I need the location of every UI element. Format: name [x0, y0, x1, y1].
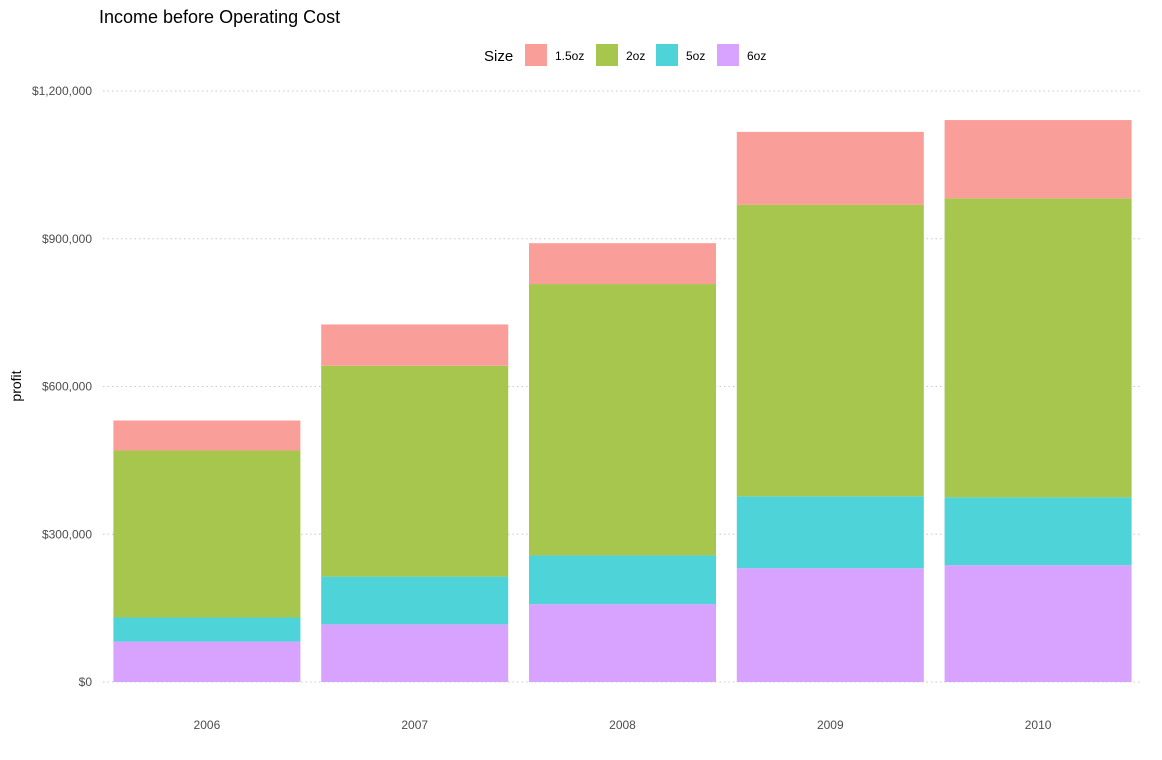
x-tick-label: 2010: [1025, 718, 1052, 732]
bar-5oz-2008: [528, 555, 717, 605]
bar-2oz-2006: [113, 450, 301, 618]
bar-6oz-2008: [528, 604, 717, 682]
bar-6oz-2010: [944, 565, 1132, 682]
legend-label-1-5oz: 1.5oz: [555, 49, 584, 63]
legend-label-5oz: 5oz: [686, 49, 705, 63]
x-tick-label: 2009: [817, 718, 844, 732]
bar-5oz-2009: [736, 496, 924, 569]
y-tick-label: $300,000: [42, 527, 92, 541]
bars: [113, 120, 1132, 682]
bar-6oz-2007: [321, 624, 509, 682]
x-tick-label: 2006: [194, 718, 221, 732]
x-tick-label: 2007: [401, 718, 428, 732]
legend-swatch-2oz: [596, 44, 618, 66]
legend-swatch-5oz: [656, 44, 678, 66]
x-tick-label: 2008: [609, 718, 636, 732]
chart-title: Income before Operating Cost: [99, 7, 340, 27]
y-tick-label: $0: [79, 675, 93, 689]
y-tick-label: $900,000: [42, 232, 92, 246]
legend: Size 1.5oz 2oz 5oz 6oz: [484, 44, 766, 66]
y-axis-title: profit: [8, 370, 24, 401]
bar-2oz-2010: [944, 198, 1132, 498]
bar-1-5oz-2010: [944, 120, 1132, 199]
bar-2oz-2007: [321, 365, 509, 577]
x-axis-ticks: 2006 2007 2008 2009 2010: [194, 718, 1052, 732]
bar-1-5oz-2008: [528, 243, 717, 285]
legend-label-6oz: 6oz: [747, 49, 766, 63]
bar-2oz-2009: [736, 204, 924, 497]
bar-5oz-2010: [944, 497, 1132, 566]
bar-5oz-2006: [113, 617, 301, 642]
bar-1-5oz-2006: [113, 420, 301, 451]
legend-title: Size: [484, 48, 513, 65]
bar-5oz-2007: [321, 576, 509, 625]
legend-swatch-6oz: [717, 44, 739, 66]
y-axis-ticks: $0 $300,000 $600,000 $900,000 $1,200,000: [32, 84, 92, 689]
bar-1-5oz-2009: [736, 131, 924, 205]
legend-swatch-1-5oz: [525, 44, 547, 66]
legend-label-2oz: 2oz: [626, 49, 645, 63]
bar-6oz-2006: [113, 641, 301, 682]
bar-2oz-2008: [528, 284, 717, 556]
bar-1-5oz-2007: [321, 324, 509, 366]
y-tick-label: $1,200,000: [32, 84, 92, 98]
bar-6oz-2009: [736, 568, 924, 682]
y-tick-label: $600,000: [42, 380, 92, 394]
